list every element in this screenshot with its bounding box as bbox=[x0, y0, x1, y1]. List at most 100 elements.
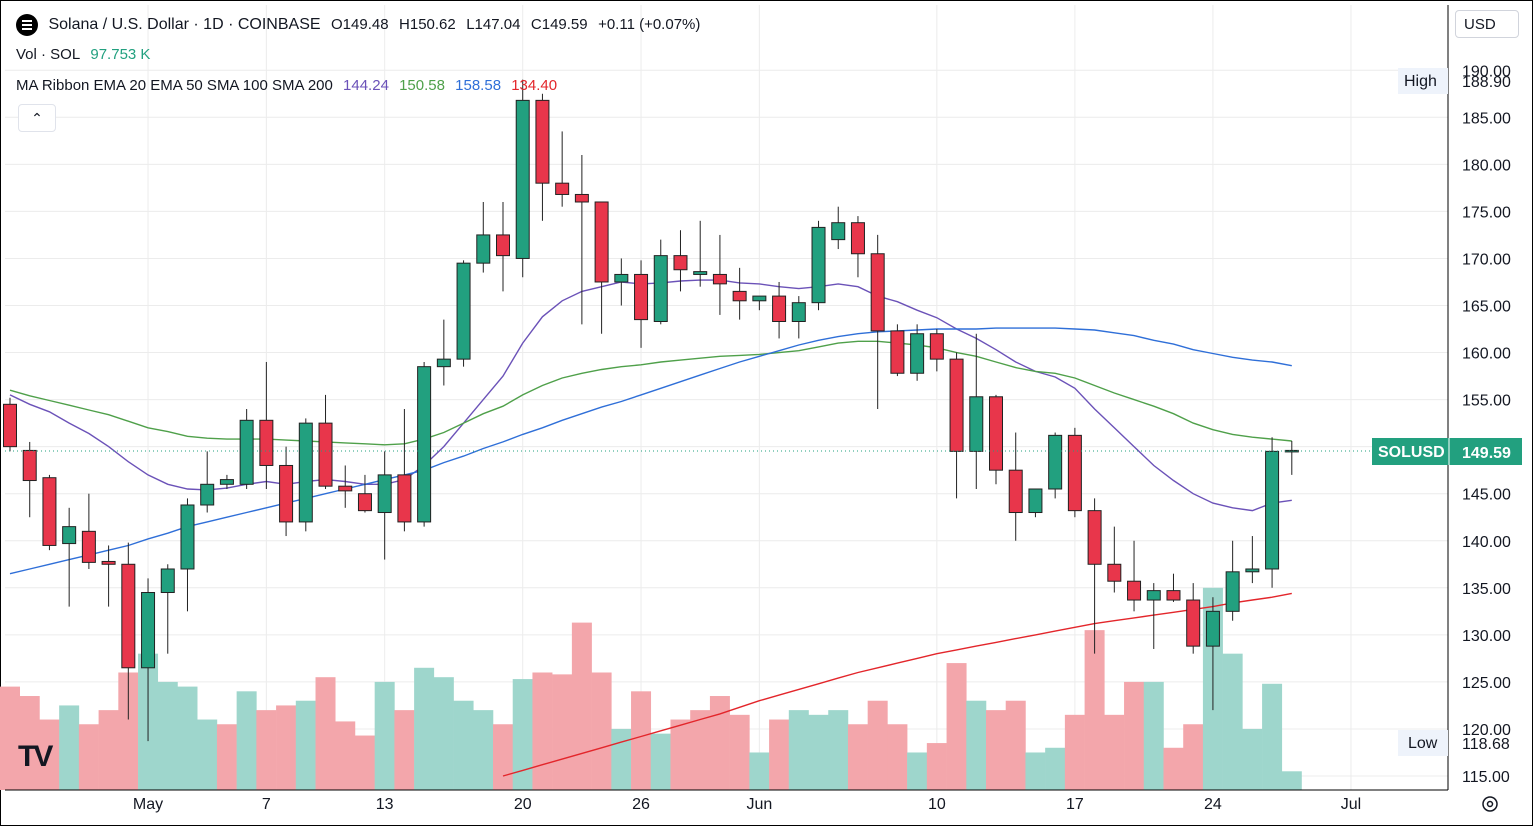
volume-bar bbox=[216, 724, 237, 790]
volume-legend[interactable]: Vol · SOL 97.753 K bbox=[16, 46, 156, 63]
volume-bar bbox=[453, 700, 474, 790]
volume-bar bbox=[1222, 653, 1243, 790]
candle bbox=[634, 260, 649, 348]
gear-icon[interactable] bbox=[1478, 792, 1502, 816]
candle bbox=[1028, 488, 1043, 518]
candle-body-down bbox=[121, 563, 136, 669]
low-value: 118.68 bbox=[1462, 736, 1510, 753]
volume-bar bbox=[986, 710, 1006, 790]
candle bbox=[831, 206, 846, 250]
solana-logo-icon bbox=[16, 14, 38, 36]
candle bbox=[81, 493, 96, 569]
candle-body-up bbox=[377, 474, 392, 514]
candle-body-up bbox=[180, 504, 195, 570]
ohlc-open: O149.48 bbox=[331, 16, 389, 34]
time-tick-label: Jun bbox=[746, 796, 772, 813]
candle bbox=[1087, 498, 1102, 654]
candle-body-down bbox=[1067, 434, 1082, 512]
candle bbox=[555, 131, 570, 207]
candle-body-down bbox=[22, 449, 37, 482]
volume-bar bbox=[828, 710, 849, 790]
candle bbox=[614, 258, 629, 306]
candle bbox=[870, 234, 885, 410]
volume-bar bbox=[966, 700, 987, 790]
low-tag: Low bbox=[1408, 735, 1438, 752]
symbol-price-tag bbox=[1372, 438, 1522, 465]
candle bbox=[1067, 427, 1082, 518]
time-tick-label: May bbox=[133, 796, 163, 813]
candle-body-down bbox=[496, 234, 510, 257]
ohlc-change: +0.11 (+0.07%) bbox=[598, 16, 701, 34]
volume-bar bbox=[749, 752, 770, 790]
candle-body-down bbox=[42, 477, 57, 546]
candle bbox=[357, 474, 372, 513]
price-tick-label: 180.00 bbox=[1462, 157, 1511, 174]
candle-body-down bbox=[397, 474, 412, 523]
candle-body-up bbox=[1245, 568, 1260, 573]
volume-bar bbox=[769, 719, 790, 790]
time-tick-label: 24 bbox=[1204, 796, 1222, 813]
volume-bar bbox=[591, 672, 612, 790]
volume-bar bbox=[1124, 681, 1145, 790]
candle bbox=[752, 295, 767, 311]
volume-bar bbox=[1163, 747, 1184, 790]
candle-body-down bbox=[555, 182, 570, 195]
candle bbox=[969, 333, 984, 489]
candle-body-up bbox=[456, 262, 471, 360]
candle-body-up bbox=[219, 479, 234, 485]
candle-body-down bbox=[1186, 599, 1201, 647]
candle-body-up bbox=[1205, 610, 1220, 647]
candle bbox=[42, 474, 57, 551]
candle bbox=[298, 418, 313, 532]
price-axis[interactable]: 115.00 120.00 125.00 130.00 135.00 140.00 145.… bbox=[1462, 63, 1511, 786]
volume-bar bbox=[1064, 714, 1085, 790]
volume-bar bbox=[788, 710, 809, 790]
candle-body-up bbox=[1225, 571, 1240, 612]
volume-bar bbox=[1025, 752, 1046, 790]
candle bbox=[712, 234, 727, 315]
candle-body-up bbox=[614, 273, 629, 283]
volume-bar bbox=[532, 672, 553, 790]
candle-body-up bbox=[831, 222, 846, 241]
volume-bar bbox=[295, 700, 316, 790]
candle-body-down bbox=[81, 530, 96, 563]
volume-bar bbox=[98, 710, 119, 790]
volume-bar bbox=[1242, 728, 1263, 790]
candle bbox=[160, 564, 175, 654]
candle bbox=[1245, 536, 1260, 584]
ma-ribbon-legend[interactable]: MA Ribbon EMA 20 EMA 50 SMA 100 SMA 200 … bbox=[16, 77, 563, 94]
candle-body-down bbox=[1107, 563, 1122, 582]
symbol-legend[interactable]: Solana / U.S. Dollar · 1D · COINBASE O14… bbox=[16, 14, 706, 36]
candle bbox=[1166, 573, 1181, 602]
collapse-legend-button[interactable]: ⌃ bbox=[18, 104, 56, 132]
time-tick-label: Jul bbox=[1341, 796, 1361, 813]
price-tick-label: 120.00 bbox=[1462, 722, 1511, 739]
currency-selector[interactable]: USD bbox=[1455, 10, 1519, 38]
time-axis[interactable]: May 7 13 20 26 Jun 10 17 24 Jul bbox=[133, 796, 1361, 813]
candle-body-up bbox=[910, 333, 925, 374]
candle bbox=[1107, 526, 1122, 593]
sma200-line bbox=[502, 592, 1292, 777]
candle-body-up bbox=[791, 302, 806, 322]
candle-body-down bbox=[1127, 580, 1142, 601]
price-tick-label: 145.00 bbox=[1462, 487, 1511, 504]
candle bbox=[397, 409, 412, 532]
symbol-tag-value: 149.59 bbox=[1462, 445, 1511, 462]
candle bbox=[772, 281, 787, 339]
candle-body-down bbox=[989, 396, 1003, 471]
candle bbox=[1284, 441, 1299, 475]
candle bbox=[496, 201, 510, 292]
price-tick-label: 175.00 bbox=[1462, 204, 1511, 221]
volume-bar bbox=[867, 700, 888, 790]
candle-body-up bbox=[298, 422, 313, 523]
candle-body-up bbox=[476, 234, 491, 264]
candle-body-up bbox=[1146, 590, 1161, 601]
candle bbox=[121, 542, 136, 720]
candle-body-down bbox=[712, 273, 727, 285]
candle bbox=[1205, 597, 1220, 711]
volume-bar bbox=[256, 710, 277, 790]
candle-body-down bbox=[318, 422, 333, 487]
volume-bar bbox=[473, 710, 494, 790]
candle bbox=[377, 451, 392, 560]
